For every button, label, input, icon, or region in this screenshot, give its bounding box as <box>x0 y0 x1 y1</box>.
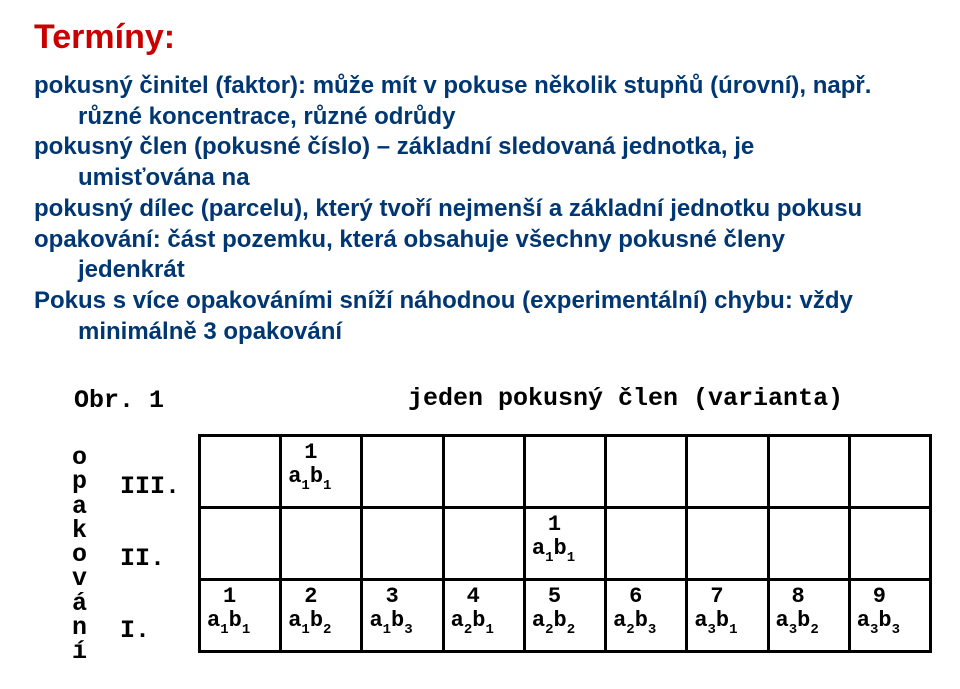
vertical-letter: í <box>72 640 87 664</box>
roman-label: I. <box>120 616 150 645</box>
grid-cell: 1a1b1 <box>524 508 605 580</box>
figure-grid: 1a1b11a1b11a1b12a1b23a1b34a2b15a2b26a2b3… <box>198 434 932 653</box>
grid-cell: 5a2b2 <box>524 580 605 652</box>
grid-cell <box>768 436 849 508</box>
roman-label: II. <box>120 544 165 573</box>
grid-cell: 1a1b1 <box>200 580 281 652</box>
line-clen-sub: umisťována na <box>34 164 250 191</box>
grid-cell <box>768 508 849 580</box>
cell-ab-label: a1b1 <box>207 608 250 636</box>
grid-cell <box>281 508 362 580</box>
cell-ab-label: a2b2 <box>532 608 575 636</box>
grid-cell <box>362 436 443 508</box>
grid-cell <box>849 508 930 580</box>
cell-ab-label: a1b3 <box>369 608 412 636</box>
cell-ab-label: a2b3 <box>613 608 656 636</box>
grid-cell: 6a2b3 <box>606 580 687 652</box>
cell-number: 8 <box>792 584 805 609</box>
grid-cell <box>443 436 524 508</box>
grid-cell <box>200 436 281 508</box>
line-clen: pokusný člen (pokusné číslo) – základní … <box>34 132 926 163</box>
cell-number: 5 <box>548 584 561 609</box>
roman-label: III. <box>120 472 180 501</box>
grid-cell <box>443 508 524 580</box>
body-text: pokusný činitel (faktor): může mít v pok… <box>34 71 926 347</box>
line-pokus-sub: minimálně 3 opakování <box>34 318 342 345</box>
cell-ab-label: a1b1 <box>532 536 575 564</box>
cell-number: 6 <box>629 584 642 609</box>
grid-cell <box>687 436 768 508</box>
grid-cell: 8a3b2 <box>768 580 849 652</box>
cell-ab-label: a3b3 <box>857 608 900 636</box>
slide: Termíny: pokusný činitel (faktor): může … <box>0 0 960 689</box>
line-dilec: pokusný dílec (parcelu), který tvoří nej… <box>34 194 926 225</box>
grid-cell <box>200 508 281 580</box>
cell-ab-label: a3b1 <box>694 608 737 636</box>
line-pokus1: Pokus s více opakováními sníží náhodnou … <box>34 286 926 317</box>
grid-cell: 7a3b1 <box>687 580 768 652</box>
figure-vertical-word: opakování <box>72 446 87 664</box>
cell-number: 3 <box>385 584 398 609</box>
grid-cell <box>687 508 768 580</box>
cell-number: 1 <box>223 584 236 609</box>
grid-cell: 2a1b2 <box>281 580 362 652</box>
grid-cell <box>606 436 687 508</box>
cell-number: 4 <box>467 584 480 609</box>
line-opak-sub: jedenkrát <box>34 256 185 283</box>
figure: Obr. 1 jeden pokusný člen (varianta) opa… <box>28 376 932 676</box>
cell-ab-label: a3b2 <box>776 608 819 636</box>
vertical-letter: v <box>72 567 87 591</box>
grid-cell: 1a1b1 <box>281 436 362 508</box>
line-opak: opakování: část pozemku, která obsahuje … <box>34 225 926 256</box>
line-cinitel2: různé koncentrace, různé odrůdy <box>34 102 926 133</box>
grid-cell <box>362 508 443 580</box>
grid-cell <box>849 436 930 508</box>
grid-cell <box>524 436 605 508</box>
grid-cell <box>606 508 687 580</box>
figure-caption: jeden pokusný člen (varianta) <box>408 384 843 413</box>
vertical-letter: p <box>72 470 87 494</box>
line-cinitel1: pokusný činitel (faktor): může mít v pok… <box>34 71 926 102</box>
cell-number: 7 <box>710 584 723 609</box>
page-title: Termíny: <box>34 18 926 57</box>
cell-ab-label: a2b1 <box>451 608 494 636</box>
cell-number: 9 <box>873 584 886 609</box>
cell-number: 2 <box>304 584 317 609</box>
cell-ab-label: a1b2 <box>288 608 331 636</box>
grid-cell: 4a2b1 <box>443 580 524 652</box>
grid-cell: 9a3b3 <box>849 580 930 652</box>
grid-cell: 3a1b3 <box>362 580 443 652</box>
cell-number: 1 <box>304 440 317 465</box>
figure-label: Obr. 1 <box>74 386 164 415</box>
cell-ab-label: a1b1 <box>288 464 331 492</box>
cell-number: 1 <box>548 512 561 537</box>
